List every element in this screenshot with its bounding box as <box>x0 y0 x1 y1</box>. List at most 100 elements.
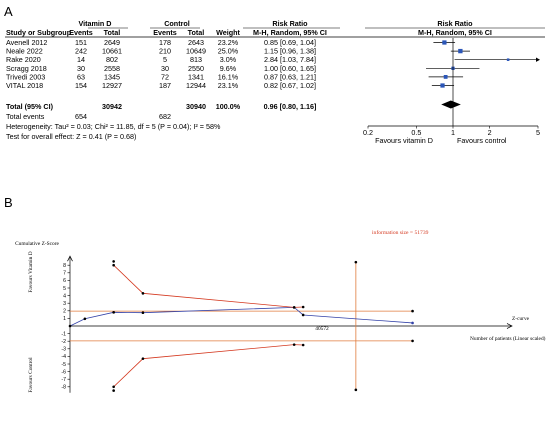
favours-left-label: Favours vitamin D <box>375 136 433 145</box>
tsa-point <box>141 357 145 360</box>
tsa-point <box>292 306 296 309</box>
tsa-point <box>141 292 145 295</box>
favours-top-label: Favours Vitamin D <box>28 251 34 292</box>
z-curve-label: Z-curve <box>512 316 530 322</box>
z-curve-end <box>411 321 414 325</box>
tsa-y-tick-label: -6 <box>61 369 66 375</box>
heterogeneity-text: Heterogeneity: Tau² = 0.03; Chi² = 11.85… <box>6 122 221 131</box>
study-name: Rake 2020 <box>6 55 41 64</box>
panel-b-label: B <box>4 195 13 210</box>
total-weight: 100.0% <box>216 102 241 111</box>
study-total-c: 813 <box>190 55 202 64</box>
col-header-ci-plot: M-H, Random, 95% CI <box>418 28 492 37</box>
total-label: Total (95% CI) <box>6 102 54 111</box>
study-total-t: 10661 <box>102 47 122 56</box>
study-weight: 16.1% <box>218 72 239 81</box>
x-axis-title: Number of patients (Linear scaled) <box>470 335 546 342</box>
favours-right-label: Favours control <box>457 136 507 145</box>
study-total-t: 802 <box>106 55 118 64</box>
tsa-point <box>112 385 115 389</box>
forest-x-tick-label: 5 <box>536 128 540 137</box>
forest-plot: Vitamin D Control Risk Ratio Risk Ratio … <box>5 19 545 145</box>
tsa-y-tick-label: -1 <box>61 331 66 337</box>
z-curve-line <box>69 306 413 327</box>
tsa-point <box>301 313 305 317</box>
study-events-c: 5 <box>163 55 167 64</box>
tsa-extra-point <box>112 260 115 263</box>
col-header-total-t: Total <box>104 28 121 37</box>
study-name: VITAL 2018 <box>6 81 43 90</box>
study-name: Neale 2022 <box>6 47 43 56</box>
total-ci: 0.96 [0.80, 1.16] <box>264 102 317 111</box>
favours-bottom-label: Favours Control <box>28 357 34 393</box>
study-ci-text: 1.00 [0.60, 1.65] <box>264 64 316 73</box>
study-events-t: 151 <box>75 38 87 47</box>
total-events-label: Total events <box>6 112 45 121</box>
col-header-study: Study or Subgroup <box>6 28 72 37</box>
lower-boundary-line <box>113 344 304 388</box>
forest-x-tick-label: 0.5 <box>411 128 421 137</box>
study-events-c: 30 <box>161 64 169 73</box>
tsa-x-arrow <box>506 323 513 329</box>
study-events-c: 210 <box>159 47 171 56</box>
tsa-y-tick-label: 6 <box>63 278 66 284</box>
tsa-plot: -8 -7 -6-5 -4-3 -2 -1 12 3 45 67 8 Cumulative Z-Sc… <box>15 229 546 393</box>
study-ci-text: 0.82 [0.67, 1.02] <box>264 81 316 90</box>
study-total-c: 2643 <box>188 38 204 47</box>
col-header-ci: M-H, Random, 95% CI <box>253 28 327 37</box>
study-total-c: 10649 <box>186 47 206 56</box>
forest-x-tick-label: 2 <box>488 128 492 137</box>
study-weight: 3.0% <box>220 55 237 64</box>
col-header-events-c: Events <box>153 28 177 37</box>
tsa-y-tick-label: 3 <box>63 301 66 307</box>
study-events-t: 154 <box>75 81 87 90</box>
tsa-point <box>112 311 115 314</box>
study-point <box>506 58 510 61</box>
col-header-events-t: Events <box>69 28 93 37</box>
study-events-t: 242 <box>75 47 87 56</box>
overall-effect-text: Test for overall effect: Z = 0.41 (P = 0… <box>6 132 136 141</box>
study-weight: 25.0% <box>218 47 239 56</box>
tsa-y-tick-label: 7 <box>63 271 66 277</box>
tsa-point <box>301 343 305 347</box>
tsa-point <box>301 305 305 309</box>
tsa-y-tick-label: -5 <box>61 362 66 368</box>
study-total-c: 1341 <box>188 72 204 81</box>
study-total-t: 1345 <box>104 72 120 81</box>
group-header-risk-ratio: Risk Ratio <box>272 19 308 28</box>
tsa-point <box>141 311 145 315</box>
tsa-y-arrow <box>67 255 73 262</box>
study-ci-text: 2.84 [1.03, 7.84] <box>264 55 316 64</box>
study-name: Scragg 2018 <box>6 64 47 73</box>
study-point <box>440 83 445 88</box>
group-header-treatment: Vitamin D <box>78 19 111 28</box>
col-header-total-c: Total <box>188 28 205 37</box>
study-total-c: 12944 <box>186 81 206 90</box>
study-ci-text: 0.87 [0.63, 1.21] <box>264 72 316 81</box>
group-header-risk-ratio-plot: Risk Ratio <box>437 19 473 28</box>
study-point <box>443 74 448 79</box>
tsa-y-tick-label: 2 <box>63 309 66 315</box>
study-events-c: 72 <box>161 72 169 81</box>
forest-x-tick-label: 1 <box>451 128 455 137</box>
tsa-y-tick-label: -4 <box>61 354 66 360</box>
study-total-t: 2558 <box>104 64 120 73</box>
tsa-y-tick-label: 5 <box>63 286 66 292</box>
study-events-c: 178 <box>159 38 171 47</box>
study-name: Trivedi 2003 <box>6 72 45 81</box>
y-axis-title-line1: Cumulative Z-Score <box>15 241 59 247</box>
study-total-t: 2649 <box>104 38 120 47</box>
total-events-c: 682 <box>159 112 171 121</box>
study-point <box>442 40 447 45</box>
tsa-y-tick-label: 4 <box>63 293 66 299</box>
tsa-y-tick-label: -7 <box>61 377 66 383</box>
total-t-value: 30942 <box>102 102 122 111</box>
study-events-t: 14 <box>77 55 85 64</box>
study-ci-text: 0.85 [0.69, 1.04] <box>264 38 316 47</box>
tsa-y-tick-label: -3 <box>61 347 66 353</box>
information-size-top <box>354 260 358 264</box>
study-weight: 23.1% <box>218 81 239 90</box>
tsa-y-tick-label: -2 <box>61 339 66 345</box>
forest-x-tick-label: 0.2 <box>363 128 373 137</box>
